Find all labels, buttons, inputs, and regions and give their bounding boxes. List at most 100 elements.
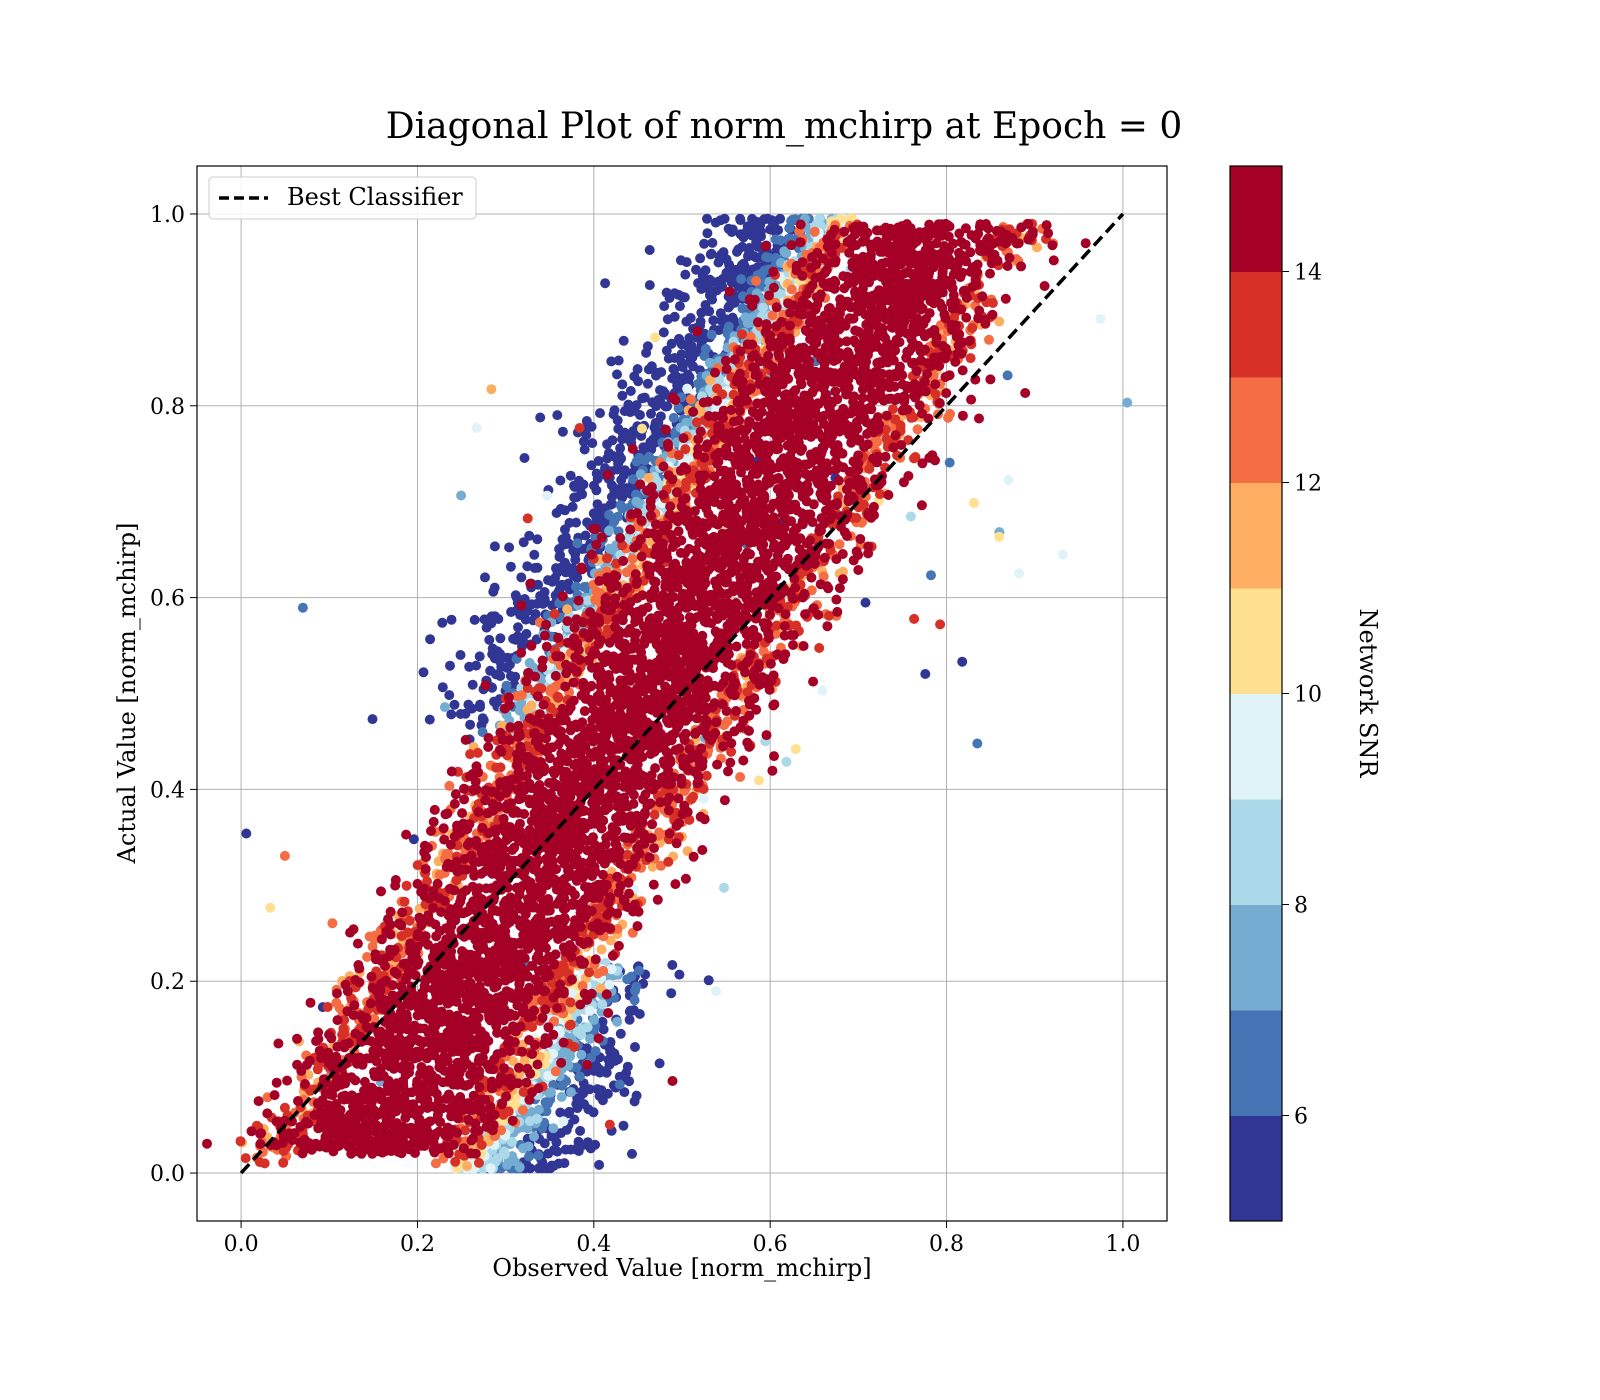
scatter-point: [418, 667, 429, 678]
scatter-point: [576, 1049, 587, 1060]
scatter-point: [661, 287, 672, 298]
scatter-point: [554, 551, 565, 562]
scatter-point: [773, 225, 784, 236]
scatter-point: [619, 406, 630, 417]
scatter-point: [563, 566, 574, 577]
scatter-point: [511, 592, 522, 603]
scatter-point: [626, 971, 637, 982]
scatter-point: [912, 424, 923, 435]
scatter-point: [408, 834, 419, 845]
scatter-point: [519, 453, 530, 463]
scatter-point: [592, 473, 603, 484]
scatter-point: [685, 394, 696, 405]
scatter-point: [698, 793, 709, 804]
scatter-point: [721, 254, 732, 265]
scatter-point: [495, 762, 506, 773]
scatter-point: [507, 1136, 517, 1147]
scatter-point: [624, 1076, 635, 1087]
scatter-point: [668, 363, 679, 374]
scatter-point: [569, 1041, 580, 1052]
scatter-point: [519, 1055, 530, 1066]
scatter-point: [916, 500, 927, 511]
scatter-point: [548, 1145, 559, 1156]
scatter-point: [752, 228, 763, 238]
scatter-point: [909, 453, 919, 464]
scatter-point: [364, 931, 375, 942]
scatter-point: [617, 434, 628, 445]
scatter-point: [763, 252, 774, 263]
scatter-point: [588, 1107, 599, 1118]
scatter-point: [516, 690, 527, 701]
scatter-point: [663, 856, 674, 867]
scatter-point: [681, 316, 692, 327]
scatter-point: [909, 613, 920, 624]
scatter-point: [617, 379, 628, 390]
scatter-point: [625, 386, 636, 396]
scatter-point: [420, 864, 431, 874]
scatter-point: [489, 696, 499, 707]
scatter-point: [644, 280, 655, 291]
scatter-point: [300, 1079, 310, 1089]
scatter-point: [624, 1006, 635, 1017]
scatter-point: [637, 393, 648, 404]
scatter-point: [475, 702, 485, 713]
scatter-point: [809, 226, 820, 237]
scatter-point: [688, 791, 699, 802]
scatter-point: [469, 614, 480, 625]
scatter-point: [644, 245, 655, 255]
scatter-point: [508, 1056, 519, 1067]
scatter-point: [779, 621, 790, 632]
scatter-point: [881, 433, 892, 444]
scatter-point: [567, 974, 577, 985]
scatter-point: [603, 1054, 614, 1065]
scatter-point: [579, 444, 590, 455]
scatter-point: [661, 345, 672, 356]
scatter-point: [535, 412, 546, 423]
scatter-point: [552, 410, 563, 421]
scatter-point: [666, 338, 677, 349]
scatter-point: [474, 1157, 484, 1168]
scatter-point: [1032, 242, 1042, 253]
scatter-point: [607, 499, 618, 509]
scatter-point: [704, 306, 715, 317]
scatter-point: [624, 1014, 635, 1025]
scatter-point: [526, 700, 537, 711]
scatter-point: [671, 371, 682, 382]
scatter-point: [577, 489, 588, 500]
scatter-point: [1095, 313, 1106, 324]
scatter-point: [446, 709, 457, 720]
scatter-point: [669, 353, 680, 363]
scatter-point: [471, 660, 482, 671]
scatter-point: [502, 1160, 512, 1170]
scatter-point: [546, 1131, 557, 1142]
scatter-point: [674, 969, 685, 980]
scatter-point: [605, 935, 616, 946]
scatter-point: [1047, 240, 1058, 251]
scatter-point: [705, 249, 716, 260]
scatter-point: [814, 643, 825, 653]
scatter-point: [522, 561, 533, 572]
scatter-point: [591, 485, 602, 496]
scatter-point: [584, 967, 595, 978]
scatter-point: [549, 608, 560, 619]
scatter-point: [558, 965, 569, 976]
scatter-point: [655, 411, 666, 422]
scatter-point: [944, 457, 955, 468]
scatter-point: [597, 1016, 608, 1027]
scatter-point: [965, 353, 976, 364]
scatter-point: [631, 578, 642, 589]
scatter-point: [542, 1098, 553, 1109]
scatter-point: [705, 375, 716, 386]
scatter-point: [474, 651, 485, 662]
scatter-point: [698, 333, 709, 344]
scatter-point: [594, 1091, 605, 1102]
scatter-point: [598, 966, 609, 976]
scatter-point: [554, 544, 565, 554]
scatter-point: [399, 896, 410, 907]
scatter-point: [485, 1163, 496, 1174]
scatter-point: [642, 378, 653, 389]
scatter-point: [495, 633, 506, 644]
scatter-point: [472, 747, 483, 758]
scatter-point: [935, 619, 946, 630]
